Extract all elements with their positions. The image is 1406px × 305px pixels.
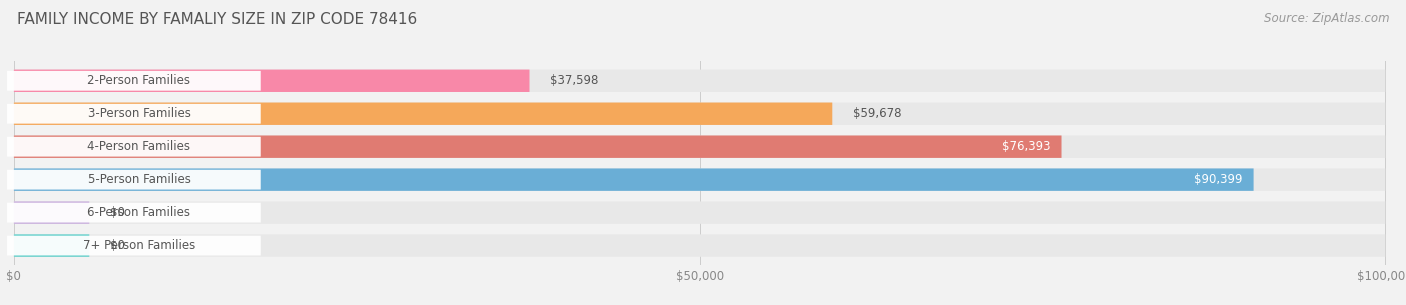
FancyBboxPatch shape xyxy=(7,71,260,91)
FancyBboxPatch shape xyxy=(7,170,260,189)
Text: $0: $0 xyxy=(110,206,125,219)
Text: 7+ Person Families: 7+ Person Families xyxy=(83,239,195,252)
FancyBboxPatch shape xyxy=(14,70,1385,92)
Text: 4-Person Families: 4-Person Families xyxy=(87,140,190,153)
FancyBboxPatch shape xyxy=(14,135,1385,158)
Text: $37,598: $37,598 xyxy=(550,74,599,87)
Text: $90,399: $90,399 xyxy=(1194,173,1243,186)
FancyBboxPatch shape xyxy=(14,201,90,224)
FancyBboxPatch shape xyxy=(14,234,90,257)
Text: $76,393: $76,393 xyxy=(1002,140,1050,153)
Text: 6-Person Families: 6-Person Families xyxy=(87,206,190,219)
FancyBboxPatch shape xyxy=(14,168,1254,191)
Text: 3-Person Families: 3-Person Families xyxy=(87,107,190,120)
FancyBboxPatch shape xyxy=(7,236,260,256)
FancyBboxPatch shape xyxy=(7,104,260,124)
Text: $0: $0 xyxy=(110,239,125,252)
FancyBboxPatch shape xyxy=(14,168,1385,191)
Text: FAMILY INCOME BY FAMALIY SIZE IN ZIP CODE 78416: FAMILY INCOME BY FAMALIY SIZE IN ZIP COD… xyxy=(17,12,418,27)
FancyBboxPatch shape xyxy=(7,203,260,223)
FancyBboxPatch shape xyxy=(7,137,260,156)
FancyBboxPatch shape xyxy=(14,70,530,92)
FancyBboxPatch shape xyxy=(14,102,832,125)
FancyBboxPatch shape xyxy=(14,102,1385,125)
Text: 2-Person Families: 2-Person Families xyxy=(87,74,190,87)
FancyBboxPatch shape xyxy=(14,201,1385,224)
Text: Source: ZipAtlas.com: Source: ZipAtlas.com xyxy=(1264,12,1389,25)
Text: 5-Person Families: 5-Person Families xyxy=(87,173,190,186)
FancyBboxPatch shape xyxy=(14,234,1385,257)
Text: $59,678: $59,678 xyxy=(853,107,901,120)
FancyBboxPatch shape xyxy=(14,135,1062,158)
